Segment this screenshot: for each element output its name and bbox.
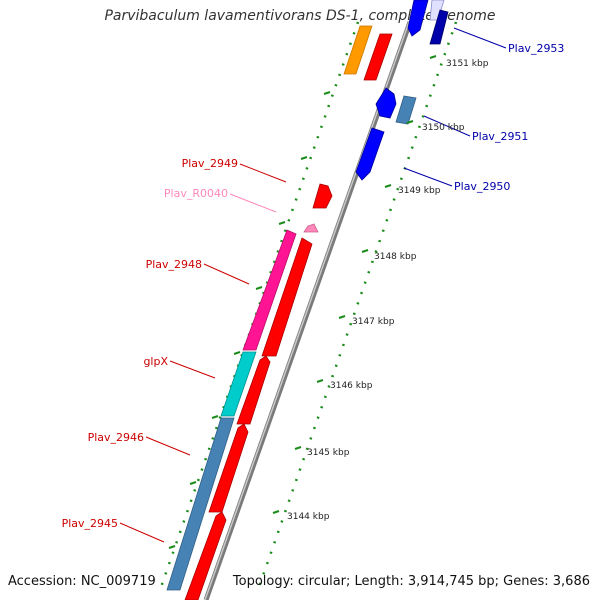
steel-gene-plav-2951[interactable] [395,95,417,125]
kbp-tick [384,184,392,188]
left-track-tick [255,286,263,290]
label-plav-2950[interactable]: Plav_2950 [454,180,510,193]
blue-gene-plav-2951[interactable] [375,87,397,119]
left-track-tick-marks [168,91,331,549]
magenta-gene-plav-2948[interactable] [242,229,297,351]
label-plav-2945[interactable]: Plav_2945 [62,517,118,530]
label-plav-r0040[interactable]: Plav_R0040 [164,187,228,200]
kbp-tick [429,55,437,59]
left-track-tick [168,545,176,549]
leader-plav-2949 [239,163,287,183]
red-gene-plav-2945[interactable] [184,511,227,600]
label-glpx[interactable]: glpX [143,355,168,368]
left-track-tick [233,351,241,355]
kbp-label: 3149 kbp [398,186,441,196]
kbp-label: 3147 kbp [352,317,395,327]
kbp-tick [316,379,324,383]
backbone [203,21,413,600]
blue-gene-plav-2950[interactable] [355,127,385,181]
blue-gene-plav-2953-a[interactable] [407,0,429,37]
leader-lines [119,27,507,543]
leader-plav-2951 [423,115,471,137]
far-right-genes [355,0,449,181]
left-dotted-track [158,21,360,591]
kbp-label: 3151 kbp [446,59,489,69]
leader-plav-2946 [145,436,191,456]
leader-plav-2950 [403,167,453,187]
accession-text: Accession: NC_009719 [8,574,156,589]
red-gene-plav-2948[interactable] [261,237,313,357]
leader-plav-2945 [119,522,165,543]
kbp-label: 3146 kbp [330,381,373,391]
kbp-label: 3145 kbp [307,448,350,458]
map-title: Parvibaculum lavamentivorans DS-1, compl… [104,8,496,24]
kbp-label: 3148 kbp [374,252,417,262]
left-track-tick [278,221,286,225]
left-track-genes [166,25,373,591]
backbone-highlight [204,21,410,600]
label-plav-2948[interactable]: Plav_2948 [146,258,202,271]
kbp-tick [338,315,346,319]
kbp-tick [406,120,414,124]
leader-plav-2948 [203,263,250,285]
leader-glpx [169,360,216,379]
blue-gene-plav-2953-c[interactable] [429,9,449,45]
orange-gene[interactable] [343,25,373,75]
right-dotted-track [256,21,458,591]
pink-rna-plav-r0040[interactable] [303,223,319,233]
leader-plav-r0040 [229,193,277,213]
topology-text: Topology: circular; Length: 3,914,745 bp… [232,574,590,589]
label-plav-2951[interactable]: Plav_2951 [472,130,528,143]
kbp-label: 3150 kbp [422,123,465,133]
leader-plav-2953 [453,27,507,49]
left-labels: Plav_2949 Plav_R0040 Plav_2948 glpX Plav… [62,157,238,530]
kbp-tick [294,446,302,450]
left-track-tick [211,415,219,419]
red-gene-plav-2949[interactable] [312,183,333,209]
red-gene-top[interactable] [363,33,393,81]
kbp-ticks: 3144 kbp 3145 kbp 3146 kbp 3147 kbp 3148… [272,55,489,522]
label-plav-2953[interactable]: Plav_2953 [508,42,564,55]
kbp-label: 3144 kbp [287,512,330,522]
kbp-tick [272,510,280,514]
steel-gene-plav-2946[interactable] [166,417,235,591]
left-track-tick [300,156,308,160]
label-plav-2946[interactable]: Plav_2946 [88,431,144,444]
red-gene-glpx[interactable] [236,355,271,425]
red-gene-plav-2946[interactable] [208,423,249,513]
left-track-tick [189,481,197,485]
left-track-tick [323,91,331,95]
kbp-tick [361,249,369,253]
label-plav-2949[interactable]: Plav_2949 [182,157,238,170]
right-track-genes [184,33,393,600]
right-labels: Plav_2953 Plav_2951 Plav_2950 [454,42,564,193]
cyan-gene-glpx[interactable] [220,351,257,417]
